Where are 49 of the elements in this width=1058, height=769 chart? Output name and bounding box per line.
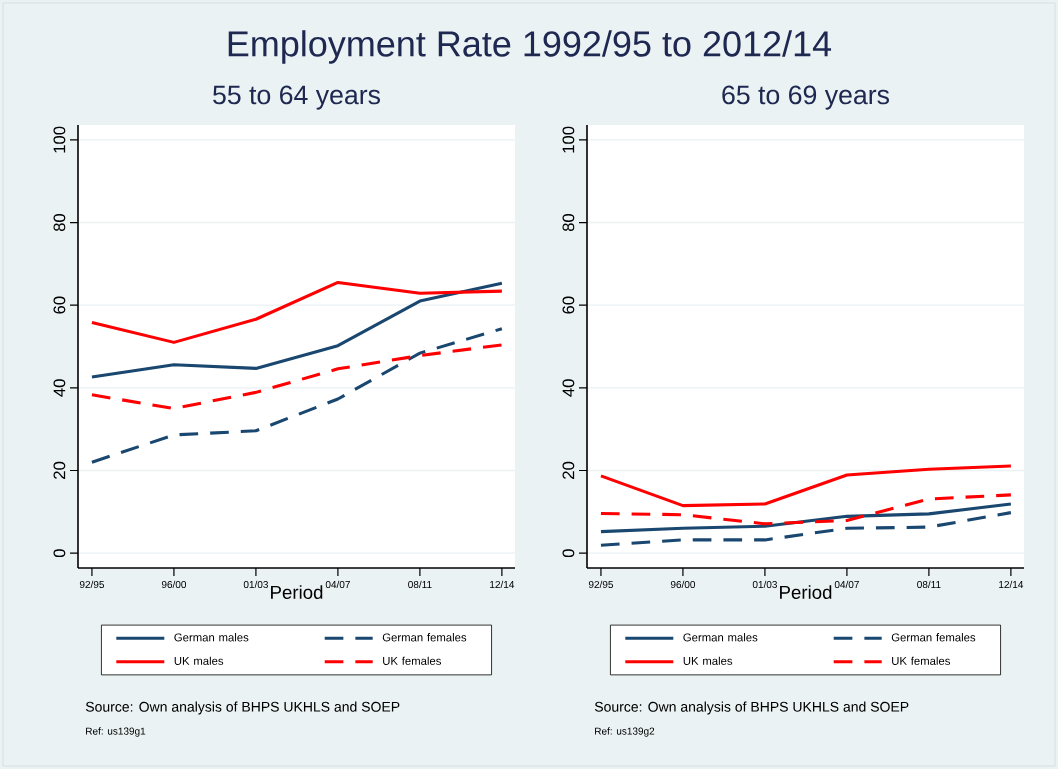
y-tick-label: 60 bbox=[562, 296, 575, 314]
legend-label: UK females bbox=[892, 656, 951, 665]
chart-subtitle: 55 to 64 years bbox=[213, 85, 380, 110]
x-tick-label: 12/14 bbox=[490, 580, 515, 589]
text: Ref: us139g1 bbox=[86, 727, 146, 737]
x-tick-label: 08/11 bbox=[917, 580, 941, 589]
y-tick-label: 100 bbox=[53, 126, 66, 153]
x-tick-label: 01/03 bbox=[752, 580, 777, 589]
legend-label: UK males bbox=[683, 656, 733, 665]
x-axis-title: Period bbox=[780, 585, 832, 599]
source-note: Source: Own analysis of BHPS UKHLS and SOEP bbox=[85, 701, 400, 715]
y-tick-label: 20 bbox=[53, 461, 66, 479]
legend-label: UK females bbox=[383, 656, 442, 665]
x-tick-label: 01/03 bbox=[243, 580, 268, 589]
y-tick-label: 0 bbox=[562, 549, 575, 558]
x-tick-label: 96/00 bbox=[670, 580, 696, 589]
legend-label: German males bbox=[683, 633, 758, 642]
x-tick-label: 12/14 bbox=[999, 580, 1024, 589]
y-tick-label: 100 bbox=[562, 126, 575, 153]
line-series bbox=[90, 280, 504, 344]
legend-label: UK males bbox=[174, 656, 224, 665]
line-series bbox=[599, 511, 1013, 547]
legend-label: German males bbox=[174, 633, 249, 642]
line-series bbox=[90, 343, 504, 411]
y-tick-label: 80 bbox=[562, 213, 575, 232]
x-tick-label: 04/07 bbox=[834, 580, 859, 589]
y-tick-label: 40 bbox=[53, 379, 66, 397]
line-series bbox=[599, 464, 1013, 508]
y-tick-label: 0 bbox=[53, 549, 66, 558]
x-tick-label: 08/11 bbox=[408, 580, 432, 589]
line-series bbox=[599, 493, 1013, 526]
x-tick-label: 92/95 bbox=[79, 580, 105, 589]
text: Ref: us139g2 bbox=[595, 727, 655, 737]
x-axis-title: Period bbox=[271, 585, 323, 599]
chart-title: Employment Rate 1992/95 to 2012/14 bbox=[228, 30, 832, 64]
source-note: Source: Own analysis of BHPS UKHLS and SOEP bbox=[594, 701, 909, 715]
x-tick-label: 96/00 bbox=[161, 580, 187, 589]
x-tick-label: 04/07 bbox=[325, 580, 350, 589]
line-series bbox=[90, 281, 504, 379]
y-tick-label: 20 bbox=[562, 461, 575, 479]
line-series bbox=[90, 327, 504, 464]
x-tick-label: 92/95 bbox=[588, 580, 614, 589]
line-series bbox=[599, 502, 1013, 534]
legend-label: German females bbox=[891, 633, 976, 642]
legend-label: German females bbox=[382, 633, 467, 642]
y-tick-label: 80 bbox=[53, 213, 66, 232]
y-tick-label: 40 bbox=[562, 379, 575, 397]
chart-subtitle: 65 to 69 years bbox=[722, 85, 889, 110]
y-tick-label: 60 bbox=[53, 296, 66, 314]
